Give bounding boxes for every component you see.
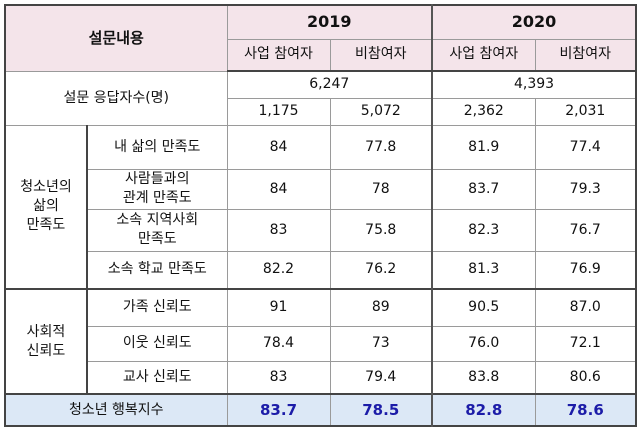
year-header: 2019	[226, 4, 433, 40]
column-header: 비참여자	[534, 38, 637, 72]
footer-value: 83.7	[226, 393, 331, 427]
footer-value: 78.6	[534, 393, 637, 427]
table-row: 1,175 5,072 2,362 2,031	[5, 97, 637, 126]
value-cell: 78	[329, 168, 433, 210]
value-cell: 75.8	[329, 208, 433, 252]
footer-label: 청소년 행복지수	[4, 393, 228, 427]
value-cell: 82.2	[226, 250, 331, 290]
column-header: 사업 참여자	[226, 38, 331, 72]
table-row: 소속 학교 만족도 82.2 76.2 81.3 76.9	[5, 250, 637, 290]
table-row: 청소년의 삶의 만족도 내 삶의 만족도 84 77.8 81.9 77.4	[4, 124, 637, 290]
year-header: 2020	[431, 4, 637, 40]
footer-value: 78.5	[329, 393, 433, 427]
row-label: 가족 신뢰도	[86, 288, 228, 327]
value-cell: 1,175	[226, 97, 331, 126]
value-cell: 77.4	[534, 124, 637, 170]
value-cell: 2,362	[431, 97, 536, 126]
table-row: 사업 참여자 비참여자 사업 참여자 비참여자	[5, 38, 637, 72]
value-cell: 79.3	[534, 168, 637, 210]
value-cell: 79.4	[329, 360, 433, 395]
row-label: 소속 학교 만족도	[86, 250, 228, 290]
value-cell: 83	[226, 208, 331, 252]
table-row: 청소년 행복지수 83.7 78.5 82.8 78.6	[4, 393, 637, 427]
footer-value: 82.8	[431, 393, 536, 427]
table-row: 사회적 신뢰도 가족 신뢰도 91 89 90.5 87.0	[4, 288, 637, 395]
row-label: 이웃 신뢰도	[86, 325, 228, 362]
value-cell: 76.2	[329, 250, 433, 290]
value-cell: 83.8	[431, 360, 536, 395]
value-cell: 76.0	[431, 325, 536, 362]
table-row: 설문내용 2019 2020	[4, 4, 637, 72]
row-label: 소속 지역사회 만족도	[86, 208, 228, 252]
column-header: 사업 참여자	[431, 38, 536, 72]
table-row: 소속 지역사회 만족도 83 75.8 82.3 76.7	[5, 208, 637, 252]
value-cell: 83	[226, 360, 331, 395]
value-cell: 82.3	[431, 208, 536, 252]
value-cell: 5,072	[329, 97, 433, 126]
value-cell: 91	[226, 288, 331, 327]
survey-table: 설문내용 2019 2020 사업 참여자 비참여자 사업 참여자 비참여자 설문 응답자수(…	[4, 4, 638, 427]
total-cell: 4,393	[431, 70, 637, 99]
value-cell: 2,031	[534, 97, 637, 126]
row-label: 교사 신뢰도	[86, 360, 228, 395]
row-label: 설문 응답자수(명)	[4, 70, 228, 126]
value-cell: 81.9	[431, 124, 536, 170]
row-label: 사람들과의 관계 만족도	[86, 168, 228, 210]
value-cell: 73	[329, 325, 433, 362]
value-cell: 80.6	[534, 360, 637, 395]
column-header: 비참여자	[329, 38, 433, 72]
value-cell: 87.0	[534, 288, 637, 327]
group-label: 청소년의 삶의 만족도	[4, 124, 88, 290]
value-cell: 77.8	[329, 124, 433, 170]
table-row: 교사 신뢰도 83 79.4 83.8 80.6	[5, 360, 637, 395]
value-cell: 90.5	[431, 288, 536, 327]
value-cell: 76.9	[534, 250, 637, 290]
value-cell: 72.1	[534, 325, 637, 362]
value-cell: 83.7	[431, 168, 536, 210]
header-title: 설문내용	[4, 4, 228, 72]
value-cell: 89	[329, 288, 433, 327]
table-row: 사람들과의 관계 만족도 84 78 83.7 79.3	[5, 168, 637, 210]
value-cell: 84	[226, 168, 331, 210]
value-cell: 84	[226, 124, 331, 170]
table-row: 설문 응답자수(명) 6,247 4,393	[4, 70, 637, 126]
group-label: 사회적 신뢰도	[4, 288, 88, 395]
value-cell: 81.3	[431, 250, 536, 290]
row-label: 내 삶의 만족도	[86, 124, 228, 170]
value-cell: 78.4	[226, 325, 331, 362]
total-cell: 6,247	[226, 70, 433, 99]
table-row: 이웃 신뢰도 78.4 73 76.0 72.1	[5, 325, 637, 362]
value-cell: 76.7	[534, 208, 637, 252]
